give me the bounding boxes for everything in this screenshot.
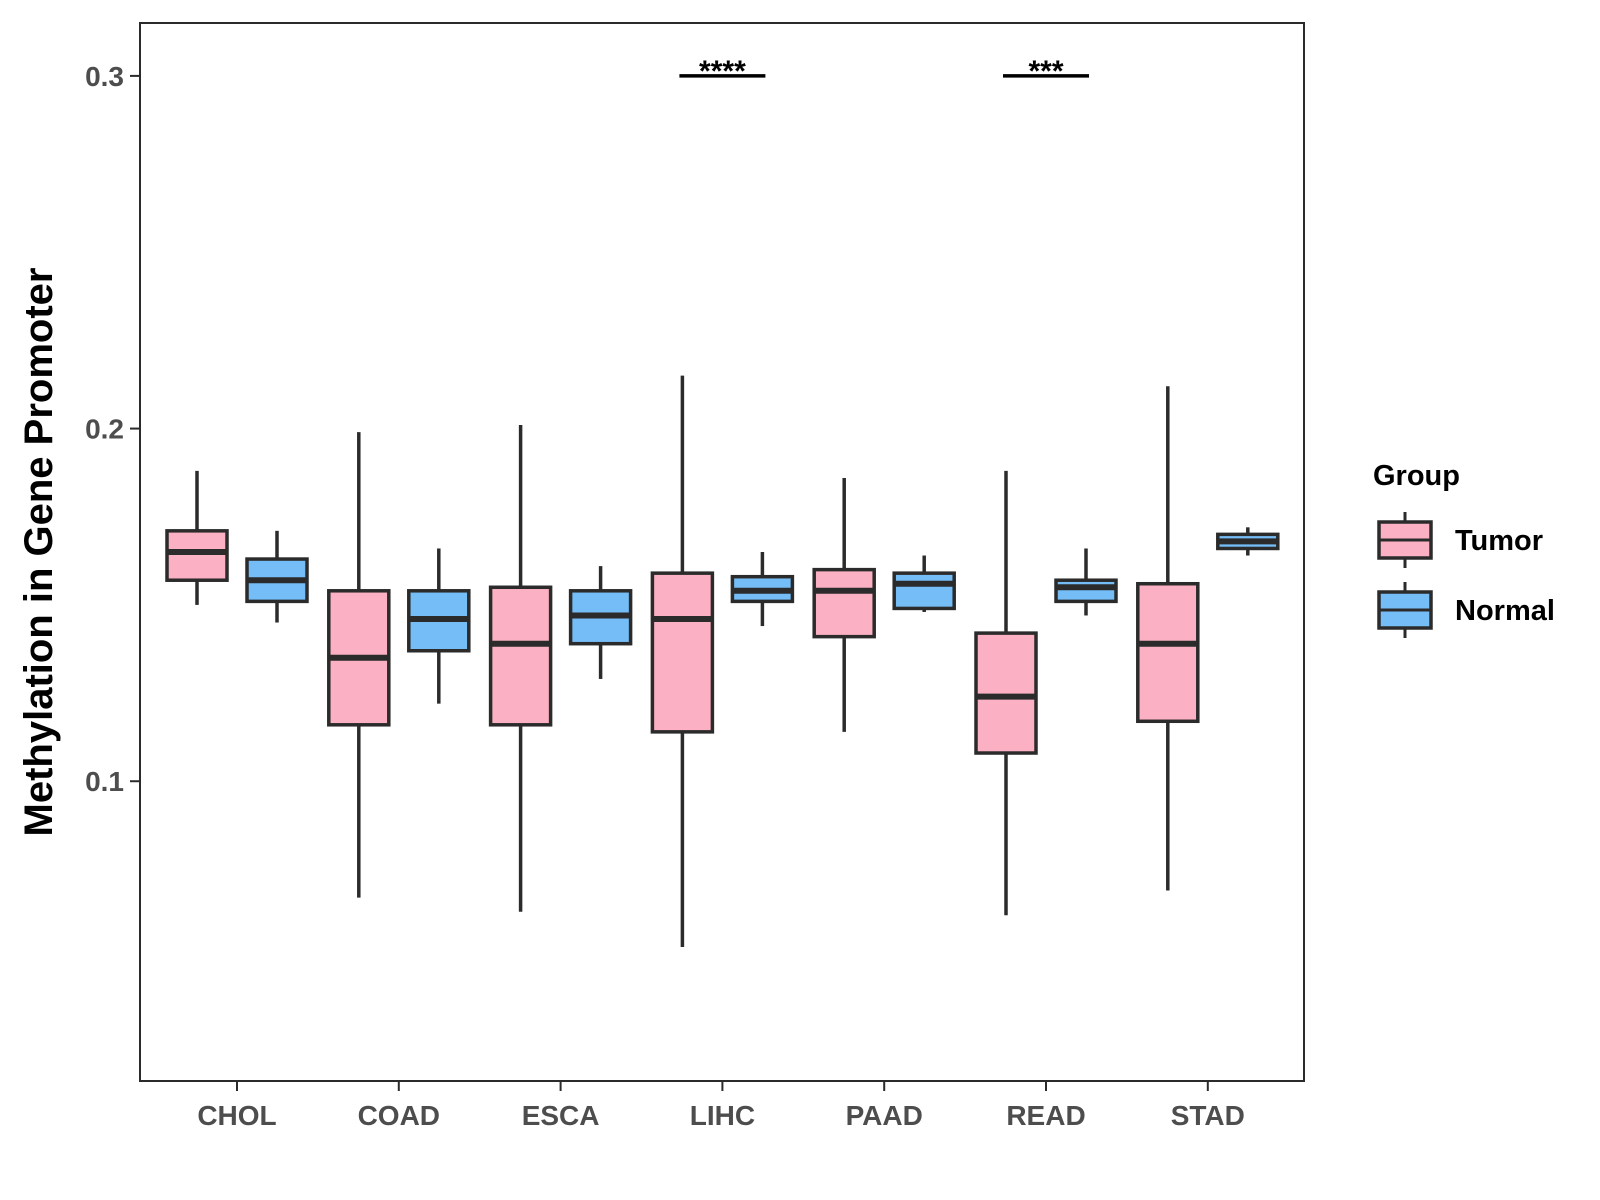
box-tumor-chol: [165, 470, 229, 605]
x-tick-label: LIHC: [690, 1100, 755, 1131]
box-normal-chol: [245, 530, 309, 623]
significance-label: ***: [1028, 55, 1063, 88]
legend-item-tumor: Tumor: [1377, 512, 1543, 568]
box-iqr: [488, 585, 553, 727]
box-tumor-lihc: [650, 375, 715, 947]
legend-label: Tumor: [1455, 525, 1543, 557]
legend-title: Group: [1373, 460, 1460, 492]
box-tumor-paad: [812, 477, 876, 732]
significance-annotations: **** ***: [679, 55, 1089, 88]
box-iqr: [165, 529, 229, 582]
x-tick-label: COAD: [358, 1100, 440, 1131]
box-normal-coad: [407, 548, 471, 704]
x-tick-label: PAAD: [846, 1100, 923, 1131]
y-axis-title: Methylation in Gene Promoter: [17, 268, 61, 837]
x-tick-label: STAD: [1171, 1100, 1245, 1131]
y-tick-label: 0.2: [85, 414, 124, 445]
box-normal-esca: [568, 566, 633, 679]
box-tumor-esca: [488, 425, 553, 912]
box-iqr: [892, 571, 956, 611]
box-iqr: [650, 571, 715, 734]
box-normal-lihc: [730, 552, 795, 627]
y-tick-label: 0.1: [85, 766, 124, 797]
significance-label: ****: [699, 55, 746, 88]
legend-label: Normal: [1455, 595, 1555, 627]
box-normal-paad: [892, 555, 956, 612]
box-normal-stad: [1216, 527, 1280, 556]
x-tick-label: ESCA: [522, 1100, 600, 1131]
x-tick-label: CHOL: [197, 1100, 276, 1131]
box-tumor-read: [974, 470, 1038, 916]
y-tick-label: 0.3: [85, 61, 124, 92]
box-iqr: [812, 567, 876, 639]
box-series: [165, 375, 1280, 947]
legend: Group Tumor Normal: [1373, 460, 1555, 638]
box-tumor-stad: [1136, 386, 1200, 891]
x-tick-label: READ: [1006, 1100, 1085, 1131]
box-tumor-coad: [327, 432, 391, 898]
y-axis: 0.1 0.2 0.3: [85, 61, 140, 797]
legend-item-normal: Normal: [1377, 582, 1555, 638]
box-iqr: [1136, 581, 1200, 724]
box-normal-read: [1054, 548, 1118, 616]
box-iqr: [974, 631, 1038, 755]
box-iqr: [1054, 578, 1118, 604]
plot-panel: [139, 22, 1305, 1082]
x-axis: CHOL COAD ESCA LIHC PAAD READ STAD: [197, 1081, 1245, 1131]
